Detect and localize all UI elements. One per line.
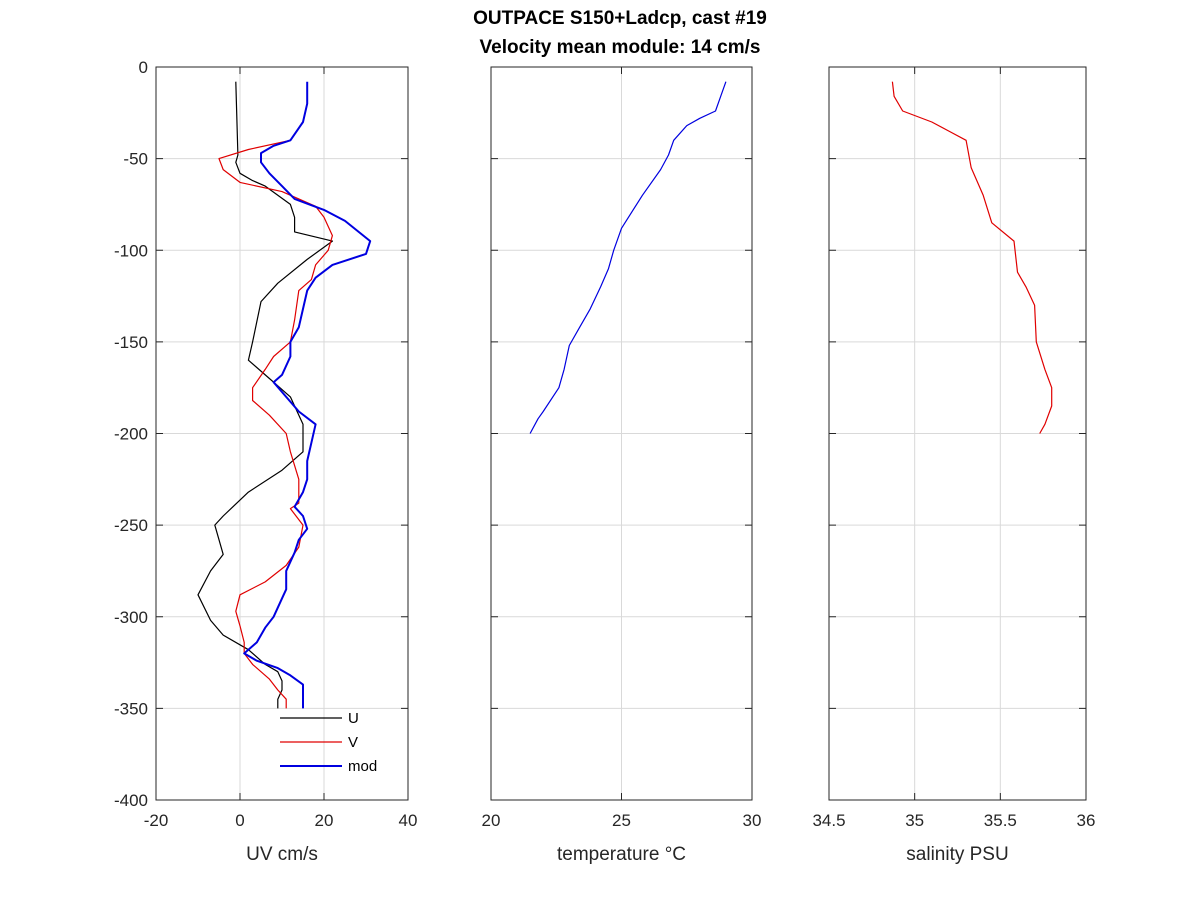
x-axis-label: salinity PSU: [906, 844, 1008, 865]
chart-title-line-2: Velocity mean module: 14 cm/s: [480, 37, 761, 58]
x-tick-label: 35: [905, 811, 924, 830]
y-tick-label: -200: [114, 425, 148, 444]
y-tick-label: -150: [114, 333, 148, 352]
legend-label-v: V: [348, 734, 358, 751]
x-tick-label: 40: [399, 811, 418, 830]
series-line-panel-2-1: [529, 81, 727, 434]
x-tick-label: 36: [1077, 811, 1096, 830]
series-line-u: [197, 81, 333, 709]
series-line-panel-3-1: [891, 81, 1053, 434]
legend-label-mod: mod: [348, 758, 377, 775]
y-tick-label: 0: [139, 58, 148, 77]
x-tick-label: 25: [612, 811, 631, 830]
x-tick-label: 20: [482, 811, 501, 830]
y-tick-label: -350: [114, 699, 148, 718]
x-tick-label: 35.5: [984, 811, 1017, 830]
panel-1: -20 0 20 400-50-100-150-200-250-300-350-400…: [114, 58, 417, 865]
x-tick-label: 0: [235, 811, 244, 830]
series-line-mod: [243, 81, 372, 709]
x-axis-label: UV cm/s: [246, 844, 318, 865]
x-tick-label: -20: [144, 811, 169, 830]
chart-title-line-1: OUTPACE S150+Ladcp, cast #19: [473, 8, 767, 29]
y-tick-label: -250: [114, 516, 148, 535]
x-tick-label: 30: [743, 811, 762, 830]
x-axis-label: temperature °C: [557, 844, 686, 865]
x-tick-label: 20: [315, 811, 334, 830]
legend-label-u: U: [348, 710, 359, 727]
panel-2: 20 25 30 temperature °C: [482, 66, 762, 865]
plot-panels: -20 0 20 400-50-100-150-200-250-300-350-400…: [114, 58, 1095, 865]
series-line-v: [218, 139, 333, 709]
x-tick-label: 34.5: [812, 811, 845, 830]
y-tick-label: -100: [114, 241, 148, 260]
y-tick-label: -50: [123, 150, 148, 169]
panel-3: 34.5 35 35.5 36 salinity PSU: [812, 66, 1096, 865]
y-tick-label: -400: [114, 791, 148, 810]
y-tick-label: -300: [114, 608, 148, 627]
